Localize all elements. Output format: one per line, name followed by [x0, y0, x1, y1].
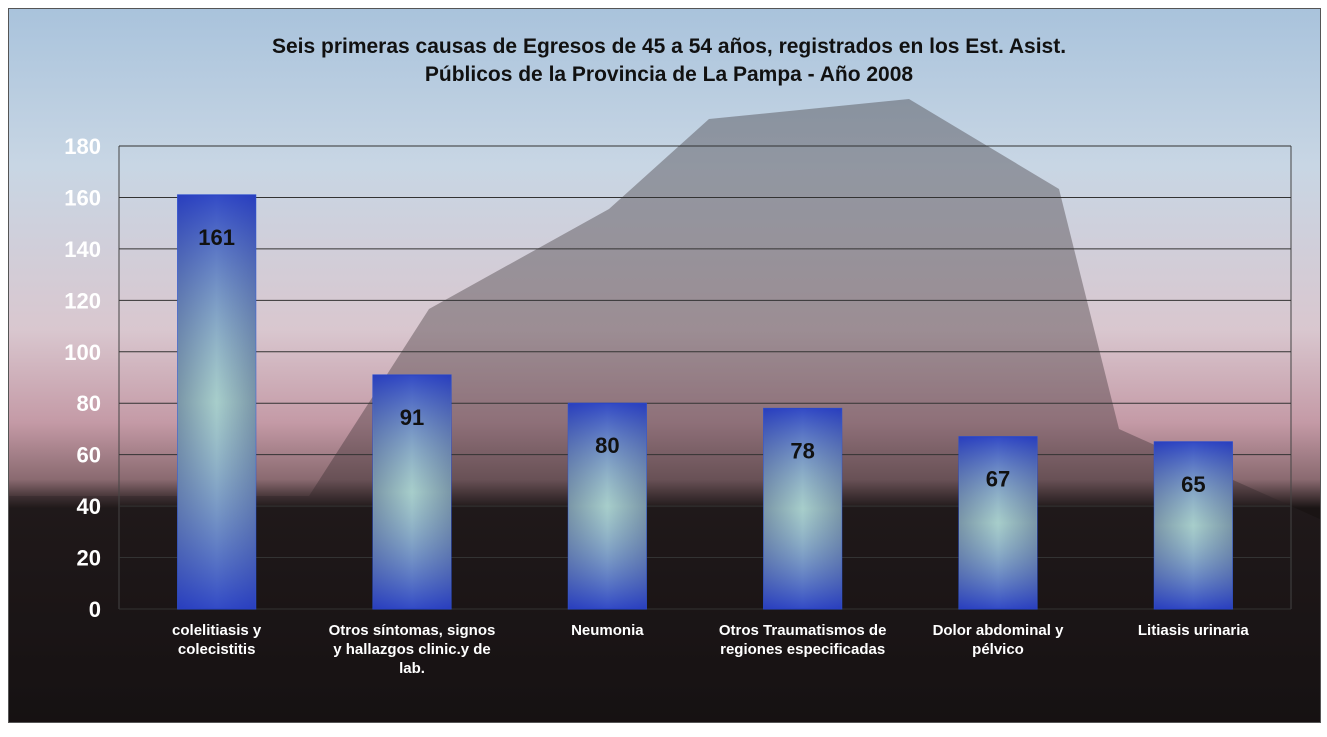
- y-tick-label: 0: [89, 597, 101, 622]
- value-label: 65: [1181, 472, 1205, 497]
- x-tick-label: Neumonia: [571, 622, 644, 639]
- chart-title: Públicos de la Provincia de La Pampa - A…: [425, 63, 914, 86]
- bar-shading: [958, 436, 1038, 609]
- bar-shading: [763, 408, 842, 609]
- y-tick-label: 180: [64, 134, 101, 159]
- bar-shading: [372, 374, 452, 609]
- x-tick-label: Litiasis urinaria: [1137, 622, 1249, 639]
- y-tick-label: 80: [77, 391, 101, 416]
- x-tick-label: Dolor abdominal y pélvico: [932, 622, 1064, 658]
- value-label: 78: [790, 438, 814, 463]
- bar-shading: [568, 403, 647, 609]
- y-tick-label: 120: [64, 288, 101, 313]
- x-tick-label: Otros Traumatismos de regiones especific…: [718, 622, 887, 658]
- bar-shading: [177, 194, 256, 609]
- y-tick-label: 100: [64, 340, 101, 365]
- chart-title: Seis primeras causas de Egresos de 45 a …: [272, 35, 1066, 58]
- value-label: 67: [986, 467, 1010, 492]
- y-tick-label: 160: [64, 185, 101, 210]
- chart: Seis primeras causas de Egresos de 45 a …: [8, 8, 1321, 723]
- y-tick-label: 20: [77, 546, 101, 571]
- x-tick-label: colelitiasis y colecistitis: [172, 622, 262, 658]
- value-label: 80: [595, 433, 619, 458]
- y-tick-label: 40: [77, 494, 101, 519]
- chart-svg: Seis primeras causas de Egresos de 45 a …: [9, 35, 1320, 722]
- y-tick-label: 140: [64, 237, 101, 262]
- value-label: 161: [198, 225, 235, 250]
- y-tick-label: 60: [77, 443, 101, 468]
- x-tick-label: Otros síntomas, signos y hallazgos clini…: [328, 622, 496, 677]
- value-label: 91: [400, 405, 424, 430]
- bar-shading: [1154, 441, 1233, 609]
